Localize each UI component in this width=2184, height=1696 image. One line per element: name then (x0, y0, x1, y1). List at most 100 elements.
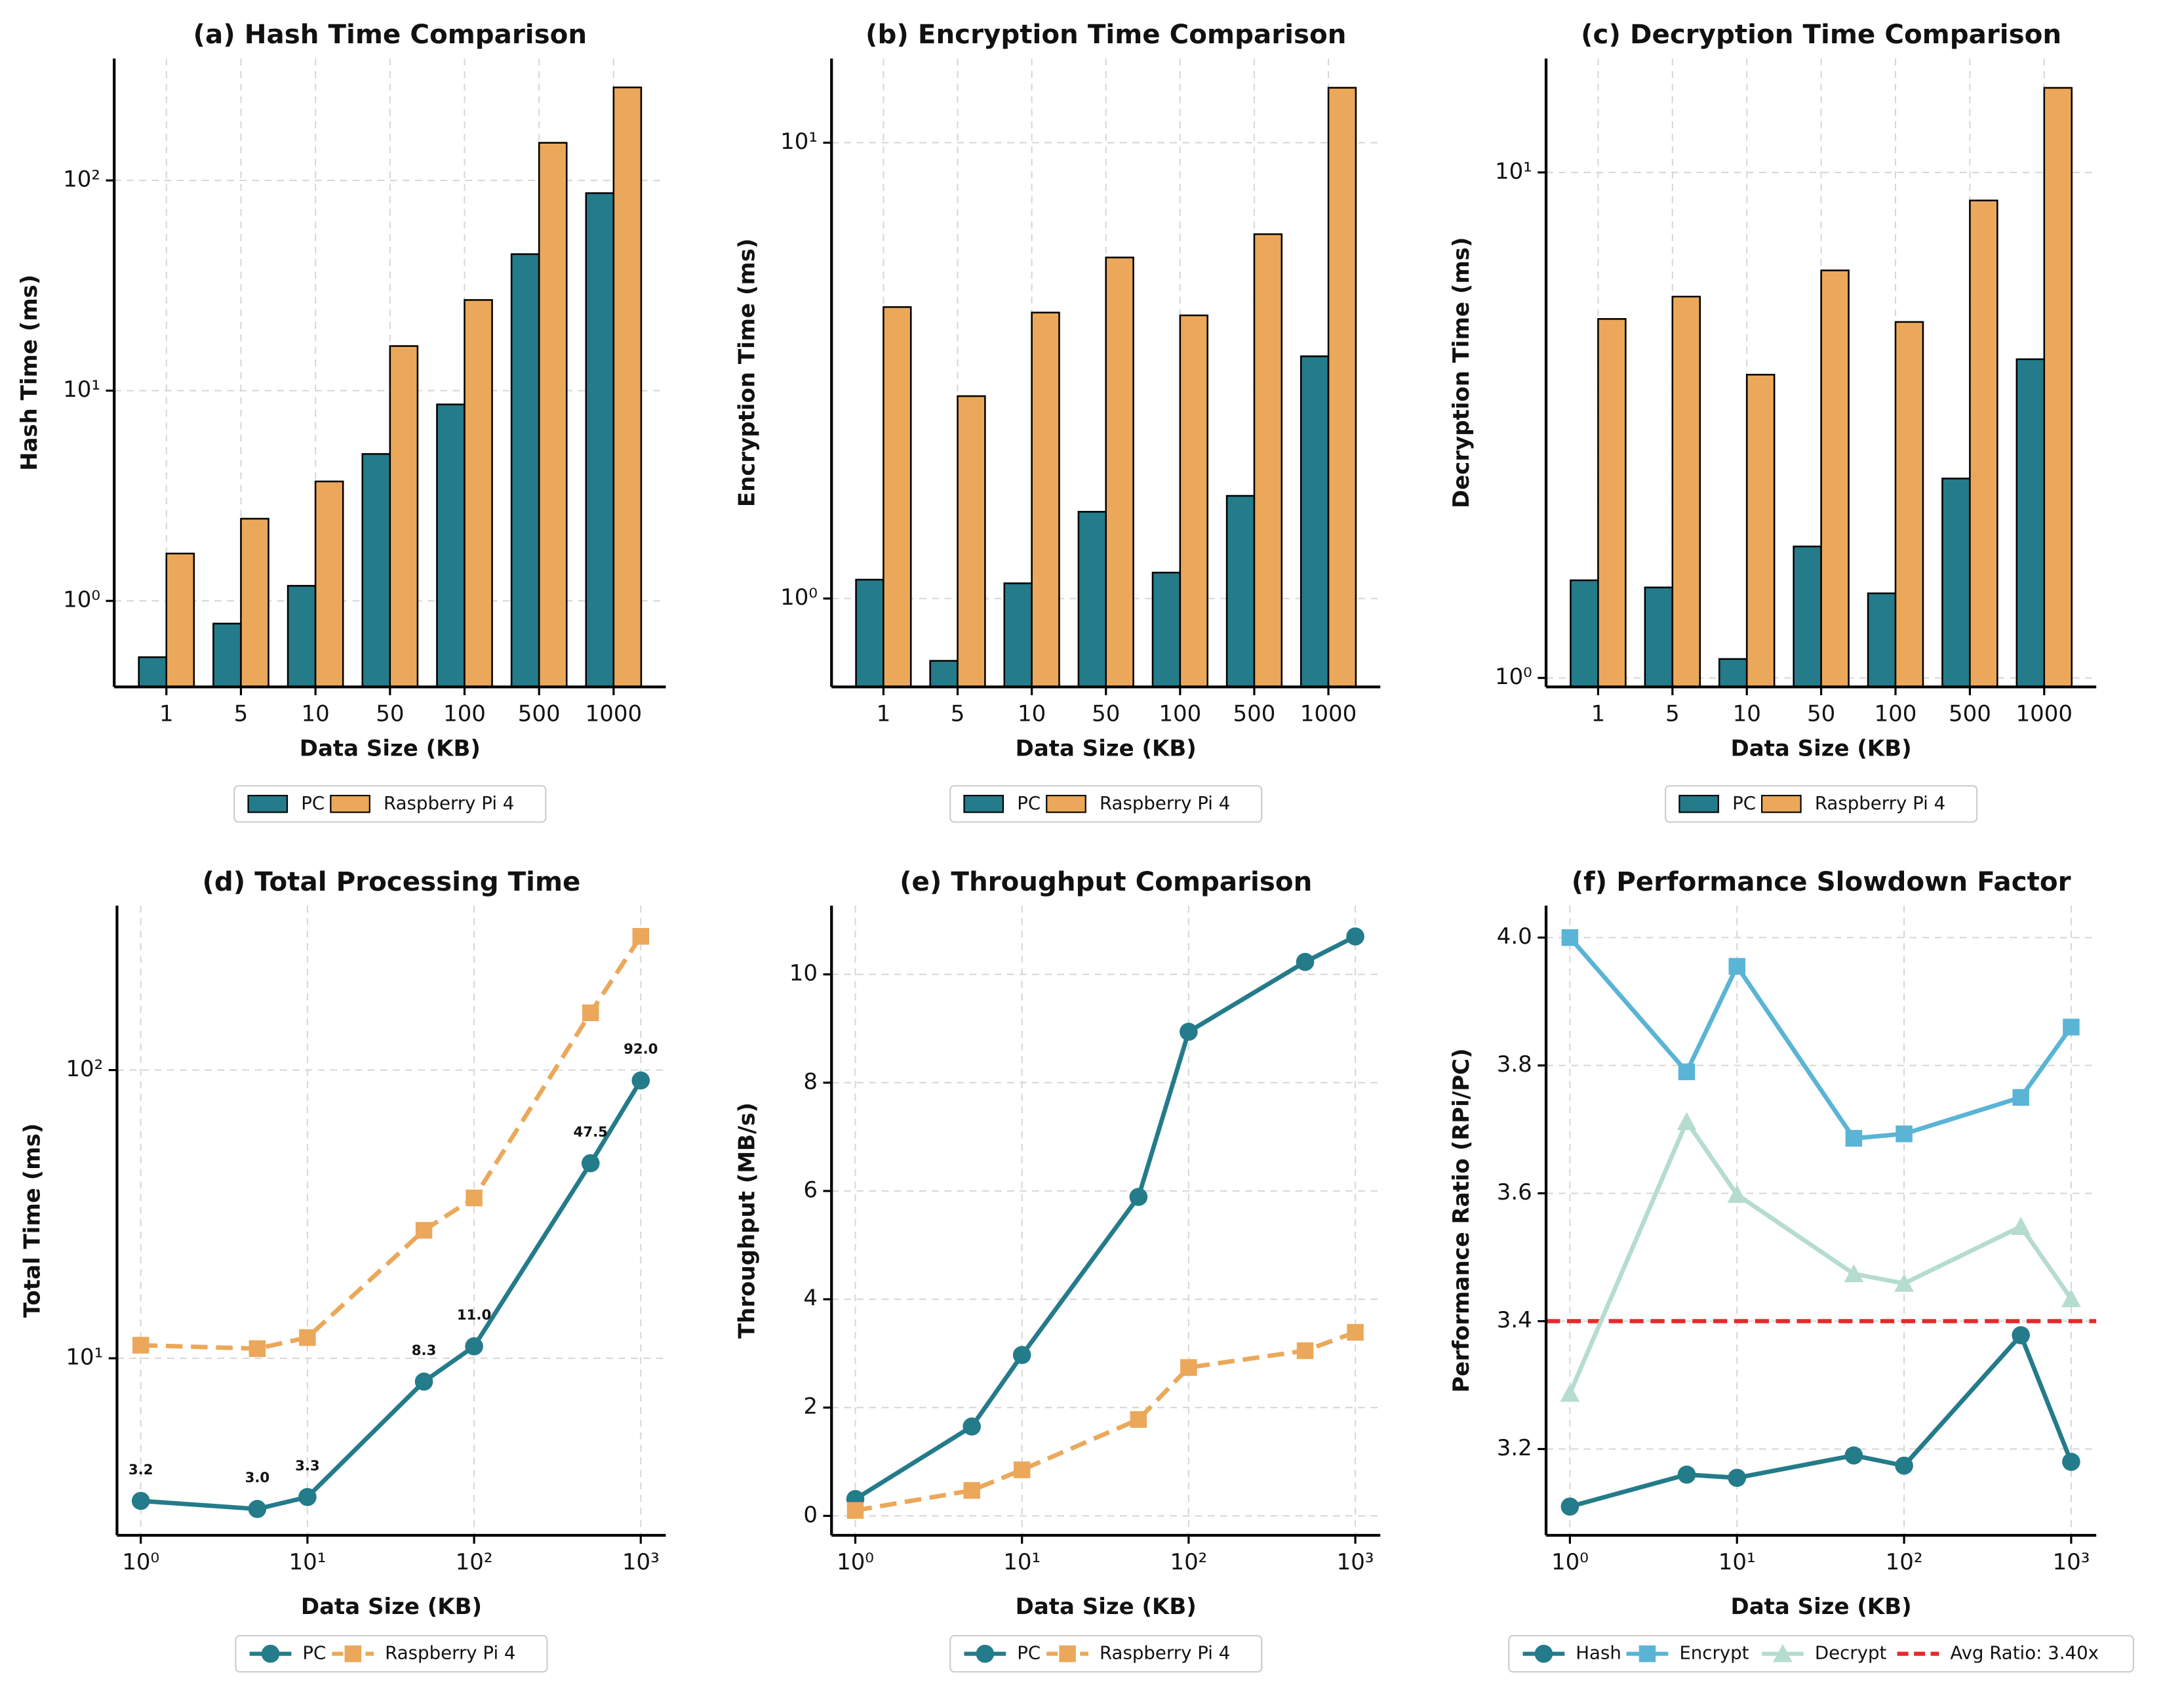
marker (1346, 927, 1364, 946)
bar (1718, 658, 1748, 688)
x-tick-label: 50 (1807, 700, 1835, 727)
x-tick-label: 500 (518, 700, 561, 727)
legend-box (233, 785, 547, 823)
marker (632, 927, 650, 945)
y-tick-label: 10⁰ (1495, 664, 1532, 690)
bar (2043, 87, 2073, 688)
bar (1003, 582, 1033, 688)
marker (1896, 1125, 1913, 1142)
marker (1296, 952, 1315, 971)
y-tick-label: 10¹ (1495, 158, 1532, 184)
y-tick-label: 8 (803, 1068, 818, 1095)
x-tick-label: 10¹ (288, 1549, 326, 1575)
x-tick-label: 10 (302, 700, 330, 727)
marker (248, 1500, 267, 1518)
marker (2061, 1289, 2081, 1308)
marker (1560, 1383, 1580, 1402)
x-tick-label: 500 (1949, 700, 1991, 727)
x-tick-label: 100 (1875, 700, 1917, 727)
marker (299, 1329, 316, 1346)
marker (2063, 1019, 2080, 1036)
bar (1969, 199, 1998, 688)
marker (963, 1417, 981, 1436)
chart-title: (c) Decryption Time Comparison (1581, 19, 2061, 50)
legend-label: Raspberry Pi 4 (1100, 792, 1230, 814)
chart-title: (a) Hash Time Comparison (193, 19, 587, 50)
chart-title: (e) Throughput Comparison (900, 866, 1312, 897)
chart-title: (f) Performance Slowdown Factor (1572, 866, 2071, 897)
data-label: 3.0 (245, 1470, 270, 1486)
legend-label: PC (301, 792, 325, 814)
marker (1677, 1112, 1697, 1131)
marker (1894, 1274, 1914, 1292)
bar (1031, 312, 1060, 688)
bar (510, 253, 540, 688)
bar (1671, 295, 1701, 688)
marker (581, 1154, 600, 1173)
bar (1225, 495, 1256, 688)
marker (1677, 1465, 1696, 1484)
marker (1678, 1063, 1696, 1081)
bar (1894, 321, 1924, 688)
legend-label: Raspberry Pi 4 (1100, 1642, 1230, 1664)
data-label: 8.3 (412, 1343, 437, 1359)
legend-label: Raspberry Pi 4 (384, 792, 514, 814)
x-tick-label: 10⁰ (837, 1549, 874, 1575)
legend-swatch (1046, 794, 1086, 813)
y-axis-label: Decryption Time (ms) (1448, 237, 1475, 509)
marker (1844, 1264, 1864, 1283)
y-axis-label: Hash Time (ms) (16, 275, 43, 471)
marker (1130, 1411, 1147, 1428)
marker (1560, 1497, 1579, 1516)
bar (436, 403, 466, 688)
y-axis-label: Performance Ratio (RPi/PC) (1448, 1048, 1475, 1392)
legend-label: PC (1017, 792, 1041, 814)
marker (2012, 1089, 2029, 1106)
legend-label: Decrypt (1815, 1642, 1887, 1664)
series-line (854, 934, 1357, 1501)
x-axis-label: Data Size (KB) (1016, 1594, 1197, 1620)
y-tick-label: 3.6 (1497, 1179, 1532, 1205)
series-line (140, 935, 643, 1351)
marker (1895, 1456, 1913, 1475)
bar (464, 299, 493, 688)
bar (1745, 374, 1776, 688)
y-tick-label: 10² (63, 167, 100, 193)
marker (2012, 1326, 2030, 1344)
legend-label: Avg Ratio: 3.40x (1950, 1642, 2099, 1664)
y-tick-label: 10² (66, 1056, 103, 1082)
bar (1644, 586, 1674, 688)
series-line (854, 1330, 1357, 1513)
y-tick-label: 0 (803, 1502, 818, 1528)
x-tick-label: 5 (234, 700, 248, 727)
x-axis-label: Data Size (KB) (1731, 735, 1912, 761)
bar (1793, 545, 1822, 688)
bar (361, 453, 391, 688)
bar (314, 480, 344, 688)
marker (1727, 1184, 1747, 1203)
marker (1728, 958, 1745, 975)
y-tick-label: 4 (803, 1285, 818, 1312)
marker (1844, 1446, 1863, 1465)
x-tick-label: 10¹ (1718, 1549, 1756, 1575)
x-tick-label: 1 (1591, 700, 1606, 727)
y-tick-label: 10¹ (63, 376, 100, 403)
data-label: 3.2 (129, 1462, 153, 1478)
x-tick-label: 10¹ (1003, 1549, 1041, 1575)
x-tick-label: 50 (1092, 700, 1120, 727)
x-tick-label: 10³ (1337, 1549, 1374, 1575)
x-axis-label: Data Size (KB) (301, 1594, 482, 1620)
data-label: 11.0 (457, 1307, 491, 1323)
x-tick-label: 10 (1018, 700, 1046, 727)
y-axis-label: Total Time (ms) (19, 1123, 45, 1318)
bar (389, 345, 419, 688)
y-tick-label: 10¹ (66, 1344, 103, 1371)
marker (976, 1644, 995, 1663)
bar (1151, 571, 1181, 688)
y-tick-label: 10 (789, 960, 818, 986)
marker (1845, 1129, 1863, 1147)
bar (165, 552, 195, 688)
marker (415, 1222, 433, 1239)
legend-box (1665, 785, 1978, 823)
